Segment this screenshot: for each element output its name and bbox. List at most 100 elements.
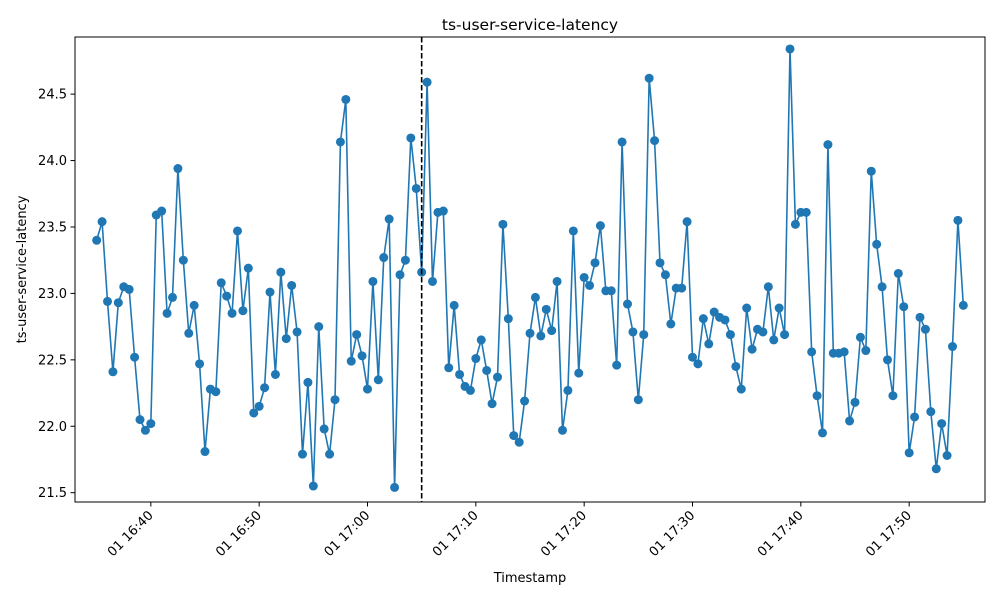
- data-point: [168, 292, 177, 302]
- plot-frame: [74, 36, 986, 503]
- y-tick-label: 24.5: [38, 88, 67, 103]
- data-point: [449, 300, 459, 310]
- data-point: [124, 284, 134, 294]
- data-point: [558, 425, 567, 435]
- data-point: [184, 328, 194, 338]
- data-point: [357, 351, 367, 361]
- data-point: [688, 352, 697, 362]
- data-point: [823, 140, 833, 150]
- data-point: [346, 356, 356, 366]
- data-point: [352, 330, 362, 340]
- data-point: [238, 306, 248, 316]
- data-point: [915, 312, 925, 322]
- data-point: [958, 300, 968, 310]
- data-point: [233, 226, 242, 236]
- data-point: [563, 385, 573, 395]
- data-point: [612, 360, 622, 370]
- data-point: [200, 447, 210, 457]
- data-point: [682, 217, 692, 227]
- data-point: [818, 428, 827, 438]
- data-point: [655, 258, 665, 268]
- data-point: [195, 359, 205, 369]
- data-point: [953, 215, 963, 225]
- data-point: [807, 347, 817, 357]
- data-point: [904, 448, 914, 458]
- y-tick-label: 22.5: [38, 353, 67, 368]
- data-point: [189, 300, 199, 310]
- data-point: [926, 407, 936, 417]
- data-point: [514, 437, 524, 447]
- data-point: [677, 283, 687, 293]
- data-point: [243, 263, 253, 273]
- data-point: [162, 308, 172, 318]
- data-point: [725, 330, 735, 340]
- data-point: [487, 399, 497, 409]
- data-point: [222, 291, 232, 301]
- data-point: [585, 280, 595, 290]
- data-point: [866, 166, 876, 176]
- data-point: [476, 335, 486, 345]
- data-point: [287, 280, 297, 290]
- x-axis-title: Timestamp: [493, 571, 567, 586]
- data-point: [281, 334, 291, 344]
- data-point: [839, 347, 849, 357]
- data-point: [260, 383, 270, 393]
- data-point: [769, 335, 779, 345]
- data-point: [698, 314, 708, 324]
- data-point: [444, 363, 454, 373]
- y-tick-label: 23.0: [38, 287, 67, 302]
- data-point: [845, 416, 855, 426]
- data-point: [774, 303, 784, 313]
- y-tick-label: 22.0: [38, 420, 67, 435]
- data-point: [368, 276, 378, 286]
- data-point: [146, 419, 156, 429]
- data-point: [92, 235, 102, 245]
- data-point: [227, 308, 237, 318]
- data-point: [395, 270, 405, 280]
- data-point: [568, 226, 578, 236]
- data-point: [536, 331, 546, 341]
- data-point: [628, 327, 638, 337]
- data-point: [335, 137, 345, 147]
- data-point: [157, 206, 167, 216]
- y-tick-label: 24.0: [38, 154, 67, 169]
- data-point: [693, 359, 703, 369]
- data-point: [422, 77, 432, 87]
- y-tick-label: 23.5: [38, 220, 67, 235]
- data-point: [552, 276, 562, 286]
- data-point: [666, 319, 676, 329]
- data-point: [623, 299, 632, 309]
- data-point: [541, 304, 551, 314]
- data-point: [341, 94, 351, 104]
- data-point: [877, 282, 887, 292]
- data-point: [942, 451, 952, 460]
- data-point: [855, 332, 865, 342]
- data-point: [910, 412, 920, 422]
- data-point: [633, 395, 643, 405]
- data-point: [520, 396, 530, 406]
- data-point: [893, 268, 903, 278]
- data-point: [790, 219, 800, 229]
- data-point: [920, 324, 930, 334]
- data-point: [330, 395, 340, 405]
- data-point: [801, 207, 811, 217]
- data-point: [644, 73, 654, 83]
- data-point: [103, 296, 112, 306]
- data-point: [742, 303, 752, 313]
- data-point: [178, 255, 188, 265]
- data-point: [308, 481, 318, 491]
- data-point: [97, 217, 107, 227]
- data-point: [704, 339, 714, 349]
- data-point: [509, 431, 519, 441]
- data-point: [455, 369, 465, 379]
- data-point: [595, 221, 605, 231]
- data-point: [303, 377, 313, 387]
- data-point: [211, 387, 221, 397]
- data-point: [411, 183, 421, 193]
- data-point: [785, 44, 795, 54]
- data-point: [525, 328, 535, 338]
- data-point: [465, 385, 475, 395]
- data-point: [650, 136, 660, 146]
- data-point: [428, 276, 437, 286]
